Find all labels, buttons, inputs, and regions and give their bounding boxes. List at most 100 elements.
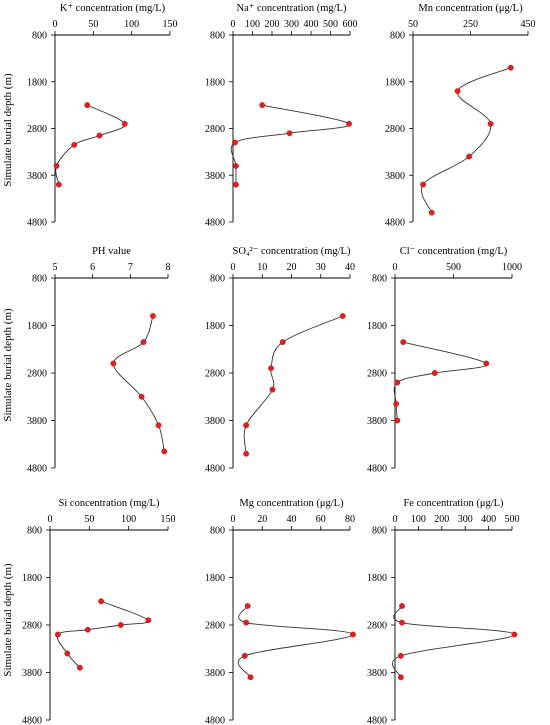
panel-4: PH value 5 6 7 8 800 1800 2800 3800 4800	[27, 246, 171, 475]
x-tick-label: 6	[90, 262, 95, 273]
x-tick-label: 40	[345, 262, 355, 273]
x-tick-label: 10	[257, 262, 267, 273]
data-point	[150, 313, 156, 319]
x-tick-label: 450	[521, 19, 536, 30]
data-point	[400, 339, 407, 346]
x-tick-label: 200	[265, 19, 280, 30]
y-tick-label: 800	[210, 274, 225, 285]
data-point	[54, 631, 61, 638]
y-tick-label: 1800	[367, 573, 387, 584]
data-point	[279, 339, 286, 346]
x-tick-label: 400	[304, 19, 319, 30]
x-tick-label: 400	[481, 514, 496, 525]
x-tick-label: 600	[343, 19, 358, 30]
data-point	[346, 120, 352, 127]
data-point	[232, 139, 238, 146]
x-tick-label: 1000	[502, 262, 522, 273]
data-point	[155, 422, 162, 429]
panel-title: K⁺ concentration (mg/L)	[60, 3, 166, 14]
data-point	[233, 162, 239, 169]
y-tick-label: 800	[372, 274, 387, 285]
y-tick-label: 4800	[367, 716, 387, 725]
y-tick-label: 800	[390, 31, 405, 42]
series-line	[421, 67, 511, 213]
y-tick-label: 800	[210, 31, 225, 42]
data-point	[394, 417, 401, 424]
panel-title: SO₄²⁻ concentration (mg/L)	[233, 246, 351, 257]
x-tick-label: 300	[458, 514, 473, 525]
x-tick-label: 80	[345, 514, 355, 525]
data-point	[84, 102, 91, 109]
y-tick-label: 4800	[385, 218, 405, 229]
data-point	[121, 120, 128, 127]
y-tick-label: 3800	[385, 171, 405, 182]
y-tick-label: 800	[210, 526, 225, 537]
panel-title: Mn concentration (μg/L)	[418, 3, 523, 14]
y-tick-label: 3800	[367, 668, 387, 679]
y-tick-label: 2800	[367, 621, 387, 632]
y-tick-label: 3800	[205, 171, 225, 182]
x-tick-label: 5	[53, 262, 58, 273]
data-point	[117, 622, 124, 628]
series-line	[237, 605, 354, 678]
data-point	[76, 664, 83, 671]
data-point	[145, 617, 152, 624]
data-point	[243, 619, 250, 626]
panel-5: SO₄²⁻ concentration (mg/L) 0 10 20 30 40 800 18…	[205, 246, 355, 475]
data-point	[286, 130, 293, 137]
panel-7: Si concentration (mg/L) 0 50 100 150 800 1800 2…	[22, 498, 176, 725]
y-tick-label: 1800	[27, 321, 47, 332]
data-point	[394, 379, 401, 386]
data-point	[247, 674, 254, 681]
x-tick-label: 250	[463, 19, 478, 30]
data-point	[140, 339, 147, 346]
y-axis-label-row1: Simulate burial depth (m)	[2, 73, 14, 187]
data-point	[350, 631, 356, 638]
y-tick-label: 1800	[205, 77, 225, 88]
data-point	[420, 181, 426, 188]
x-tick-label: 100	[121, 514, 136, 525]
x-tick-label: 20	[287, 262, 297, 273]
panel-3: Mn concentration (μg/L)50 250 450 800 1800 28…	[385, 3, 536, 229]
data-point	[71, 141, 78, 148]
x-tick-label: 500	[505, 514, 520, 525]
x-tick-label: 100	[245, 19, 260, 30]
data-point	[138, 393, 145, 400]
series-line	[243, 315, 343, 454]
x-tick-label: 50	[408, 19, 418, 30]
y-tick-label: 4800	[205, 716, 225, 725]
data-point	[339, 313, 346, 319]
y-tick-label: 2800	[205, 124, 225, 135]
y-tick-label: 3800	[27, 416, 47, 427]
y-tick-label: 3800	[205, 416, 225, 427]
data-point	[98, 598, 105, 605]
x-tick-label: 50	[88, 19, 98, 30]
y-tick-label: 2800	[27, 369, 47, 380]
y-axis-label-row2: Simulate burial depth (m)	[2, 308, 14, 422]
y-tick-label: 2800	[367, 369, 387, 380]
panel-title: Fe concentration (μg/L)	[403, 498, 504, 509]
x-tick-label: 30	[316, 262, 326, 273]
data-point	[96, 132, 103, 139]
panel-6: Cl⁻ concentration (mg/L)0 500 1000 800 1800 2…	[367, 246, 522, 475]
x-tick-label: 0	[231, 514, 236, 525]
data-point	[507, 64, 514, 71]
series-line	[230, 104, 350, 185]
data-point	[161, 448, 168, 455]
data-point	[55, 181, 62, 188]
data-point	[233, 181, 239, 188]
x-tick-label: 150	[163, 19, 178, 30]
x-tick-label: 500	[446, 262, 461, 273]
data-point	[269, 386, 276, 393]
data-point	[431, 370, 438, 376]
data-point	[483, 360, 490, 367]
data-point	[84, 626, 91, 633]
y-axis-label-row3: Simulate burial depth (m)	[2, 563, 14, 677]
y-tick-label: 4800	[205, 218, 225, 229]
series-line	[392, 605, 515, 678]
x-tick-label: 60	[316, 514, 326, 525]
x-tick-label: 8	[166, 262, 171, 273]
y-tick-label: 1800	[22, 573, 42, 584]
x-tick-label: 100	[411, 514, 426, 525]
y-tick-label: 3800	[22, 668, 42, 679]
